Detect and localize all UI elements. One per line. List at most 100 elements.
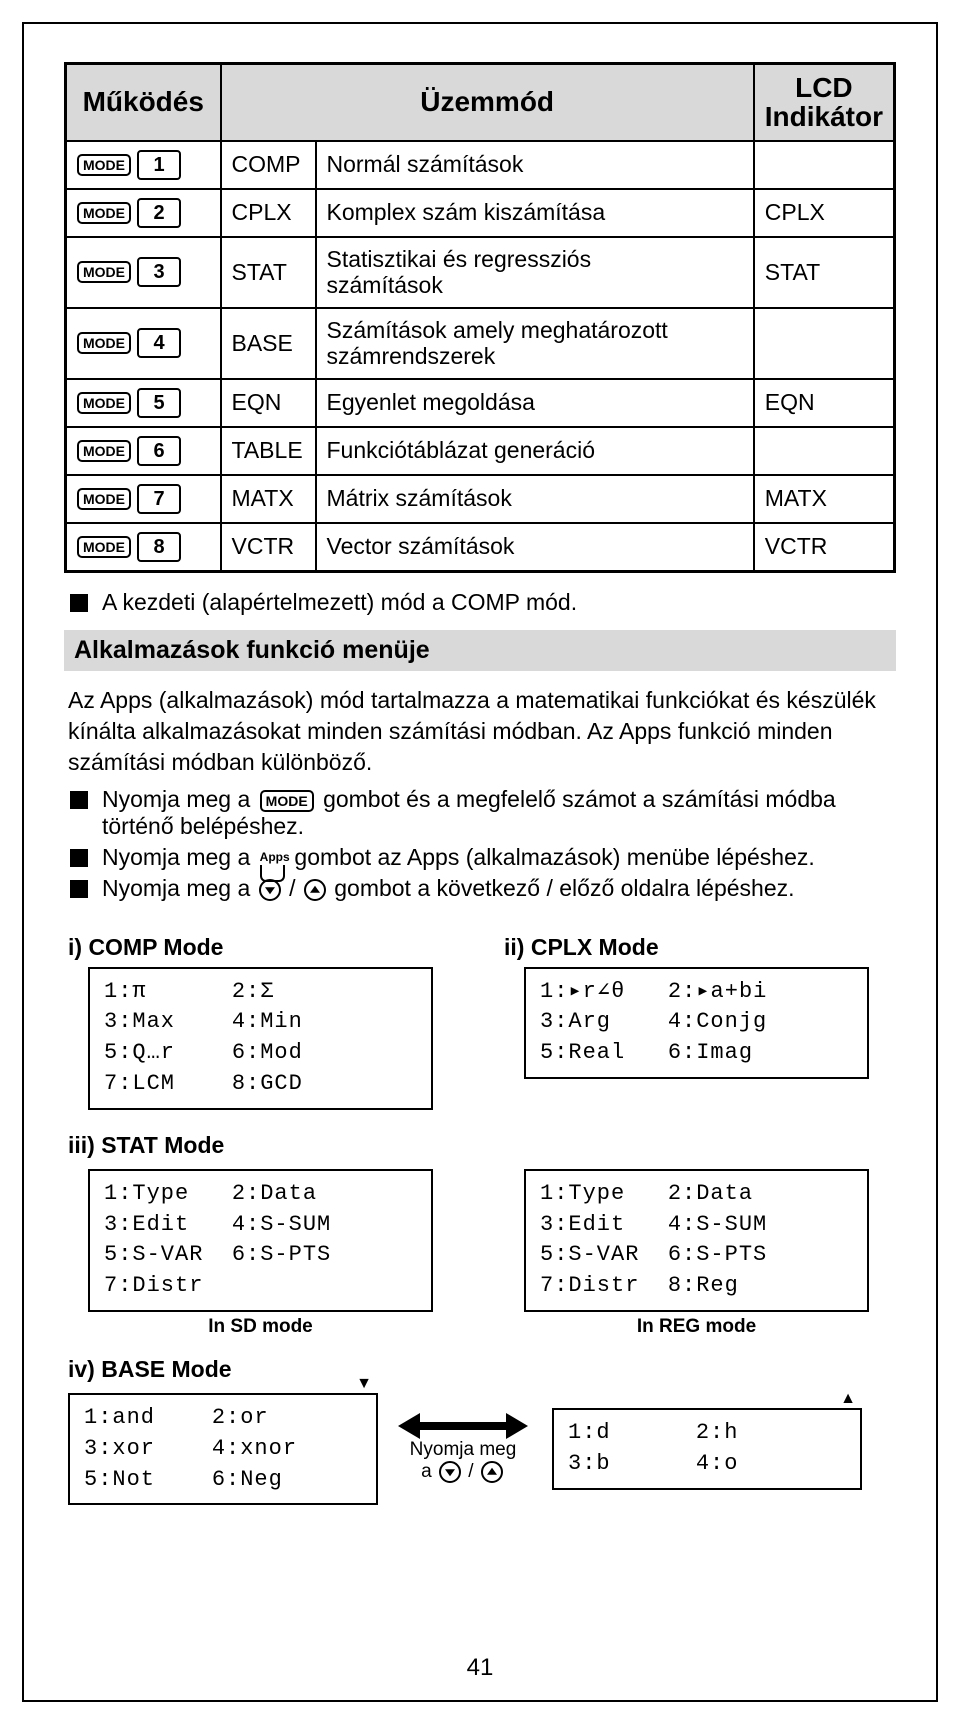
note-default: A kezdeti (alapértelmezett) mód a COMP m…: [70, 589, 896, 616]
section-apps-header: Alkalmazások funkció menüje: [64, 630, 896, 671]
up-arrow-icon: [304, 879, 326, 901]
desc-cell: Vector számítások: [316, 523, 754, 572]
down-triangle-icon: ▼: [356, 1375, 372, 1393]
b3-text-a: Nyomja meg a: [102, 875, 257, 901]
lcd-comp: 1:π 2:Σ 3:Max 4:Min 5:Q…r 6:Mod 7:LCM 8:…: [88, 967, 433, 1110]
arrow-text-a: Nyomja meg: [388, 1439, 538, 1461]
table-row: MODE 5 EQNEgyenlet megoldásaEQN: [66, 379, 895, 427]
number-key: 8: [137, 532, 181, 562]
table-row: MODE 3 STATStatisztikai és regressziós szá…: [66, 237, 895, 308]
lcd-base-1: 1:and 2:or 3:xor 4:xnor 5:Not 6:Neg: [68, 1393, 378, 1505]
mode-cell: STAT: [221, 237, 316, 308]
indicator-cell: MATX: [754, 475, 895, 523]
intro-paragraph: Az Apps (alkalmazások) mód tartalmazza a…: [68, 685, 892, 778]
mode-key-icon: MODE: [77, 202, 131, 224]
indicator-cell: STAT: [754, 237, 895, 308]
b2-text-b: gombot az Apps (alkalmazások) menübe lép…: [294, 844, 814, 870]
table-row: MODE 8 VCTRVector számításokVCTR: [66, 523, 895, 572]
title-cplx: ii) CPLX Mode: [504, 934, 896, 961]
desc-cell: Egyenlet megoldása: [316, 379, 754, 427]
lcd-stat-sd: 1:Type 2:Data 3:Edit 4:S-SUM 5:S-VAR 6:S…: [88, 1169, 433, 1312]
desc-cell: Normál számítások: [316, 141, 754, 189]
caption-sd: In SD mode: [88, 1316, 433, 1338]
mode-cell: BASE: [221, 308, 316, 379]
number-key: 5: [137, 388, 181, 418]
down-arrow-icon: [439, 1461, 461, 1483]
ops-cell: MODE 2: [66, 189, 221, 237]
mode-cell: COMP: [221, 141, 316, 189]
th-mode: Üzemmód: [221, 64, 754, 141]
page-number: 41: [24, 1654, 936, 1682]
table-row: MODE 4 BASESzámítások amely meghatározott …: [66, 308, 895, 379]
square-bullet-icon: [70, 880, 88, 898]
caption-reg: In REG mode: [524, 1316, 869, 1338]
bullet-1: Nyomja meg a MODE gombot és a megfelelő …: [70, 786, 896, 840]
mode-key-icon: MODE: [77, 488, 131, 510]
square-bullet-icon: [70, 791, 88, 809]
number-key: 7: [137, 484, 181, 514]
desc-cell: Mátrix számítások: [316, 475, 754, 523]
desc-cell: Funkciótáblázat generáció: [316, 427, 754, 475]
number-key: 6: [137, 436, 181, 466]
b3-text-b: gombot a következő / előző oldalra lépés…: [334, 875, 794, 901]
ops-cell: MODE 7: [66, 475, 221, 523]
mode-key-icon: MODE: [77, 392, 131, 414]
mode-key-icon: MODE: [77, 440, 131, 462]
b2-text-a: Nyomja meg a: [102, 844, 257, 870]
indicator-cell: [754, 427, 895, 475]
indicator-cell: VCTR: [754, 523, 895, 572]
up-triangle-icon: ▲: [840, 1390, 856, 1408]
title-comp: i) COMP Mode: [68, 934, 460, 961]
ops-cell: MODE 6: [66, 427, 221, 475]
note-default-text: A kezdeti (alapértelmezett) mód a COMP m…: [102, 589, 577, 616]
slash: /: [289, 875, 302, 901]
mode-cell: EQN: [221, 379, 316, 427]
b1-text-a: Nyomja meg a: [102, 786, 257, 812]
square-bullet-icon: [70, 594, 88, 612]
table-row: MODE 7 MATXMátrix számításokMATX: [66, 475, 895, 523]
mode-cell: VCTR: [221, 523, 316, 572]
th-ops: Működés: [66, 64, 221, 141]
title-stat: iii) STAT Mode: [68, 1132, 896, 1159]
double-arrow-icon: [398, 1415, 528, 1437]
number-key: 2: [137, 198, 181, 228]
arrow-text-b: a: [421, 1461, 437, 1482]
mode-table: Működés Üzemmód LCD Indikátor MODE 1 COMPN…: [64, 62, 896, 573]
ops-cell: MODE 5: [66, 379, 221, 427]
desc-cell: Statisztikai és regressziós számítások: [316, 237, 754, 308]
mode-key-icon: MODE: [260, 790, 314, 812]
indicator-cell: [754, 141, 895, 189]
mode-cell: CPLX: [221, 189, 316, 237]
manual-page: Működés Üzemmód LCD Indikátor MODE1COMPN…: [22, 22, 938, 1702]
desc-cell: Komplex szám kiszámítása: [316, 189, 754, 237]
mode-cell: TABLE: [221, 427, 316, 475]
mode-cell: MATX: [221, 475, 316, 523]
table-row: MODE 1 COMPNormál számítások: [66, 141, 895, 189]
bullet-3: Nyomja meg a / gombot a következő / előz…: [70, 875, 896, 902]
ops-cell: MODE 8: [66, 523, 221, 572]
mode-key-icon: MODE: [77, 154, 131, 176]
page-arrow-block: Nyomja meg a /: [388, 1415, 538, 1483]
number-key: 3: [137, 257, 181, 287]
table-row: MODE 2 CPLXKomplex szám kiszámításaCPLX: [66, 189, 895, 237]
ops-cell: MODE 4: [66, 308, 221, 379]
indicator-cell: CPLX: [754, 189, 895, 237]
mode-key-icon: MODE: [77, 536, 131, 558]
table-row: MODE 6 TABLEFunkciótáblázat generáció: [66, 427, 895, 475]
ops-cell: MODE 3: [66, 237, 221, 308]
down-arrow-icon: [259, 879, 281, 901]
mode-key-icon: MODE: [77, 261, 131, 283]
lcd-stat-reg: 1:Type 2:Data 3:Edit 4:S-SUM 5:S-VAR 6:S…: [524, 1169, 869, 1312]
number-key: 4: [137, 328, 181, 358]
indicator-cell: EQN: [754, 379, 895, 427]
th-ind: LCD Indikátor: [754, 64, 895, 141]
ops-cell: MODE 1: [66, 141, 221, 189]
bullet-2: Nyomja meg a gombot az Apps (alkalmazáso…: [70, 844, 896, 871]
lcd-cplx: 1:▸r∠θ 2:▸a+bi 3:Arg 4:Conjg 5:Real 6:Im…: [524, 967, 869, 1079]
indicator-cell: [754, 308, 895, 379]
number-key: 1: [137, 150, 181, 180]
desc-cell: Számítások amely meghatározott számrends…: [316, 308, 754, 379]
mode-key-icon: MODE: [77, 332, 131, 354]
title-base: iv) BASE Mode: [68, 1356, 896, 1383]
square-bullet-icon: [70, 849, 88, 867]
